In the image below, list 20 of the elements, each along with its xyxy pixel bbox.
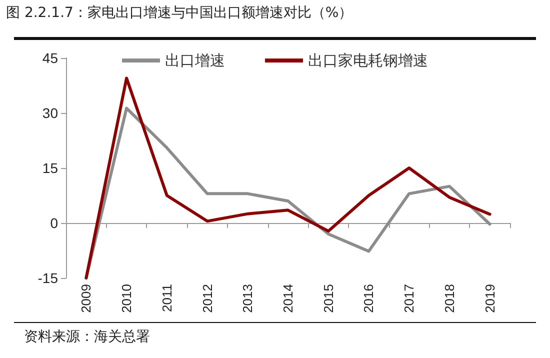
- x-tick-label: 2012: [200, 284, 215, 313]
- x-tick-label: 2010: [119, 284, 134, 313]
- x-tick-label: 2013: [240, 284, 256, 313]
- y-tick-label: 15: [42, 160, 58, 176]
- x-tick-label: 2016: [361, 284, 376, 313]
- x-tick-label: 2011: [159, 284, 174, 312]
- x-tick-label: 2019: [482, 284, 498, 313]
- x-tick-label: 2018: [442, 284, 457, 313]
- x-tick-label: 2017: [402, 284, 417, 313]
- x-tick-label: 2009: [78, 284, 94, 313]
- chart-title: 图 2.2.1.7：家电出口增速与中国出口额增速对比（%）: [6, 4, 353, 22]
- text: 资料来源：海关总署: [24, 328, 150, 346]
- y-tick-label: -15: [38, 270, 58, 286]
- x-tick-label: 2015: [320, 284, 336, 313]
- y-tick-label: 0: [50, 215, 58, 231]
- y-tick-label: 30: [42, 105, 58, 121]
- legend-label: 出口增速: [165, 52, 225, 70]
- legend-label: 出口家电耗钢增速: [308, 52, 428, 70]
- y-tick-label: 45: [42, 50, 58, 66]
- x-tick-label: 2014: [280, 284, 296, 313]
